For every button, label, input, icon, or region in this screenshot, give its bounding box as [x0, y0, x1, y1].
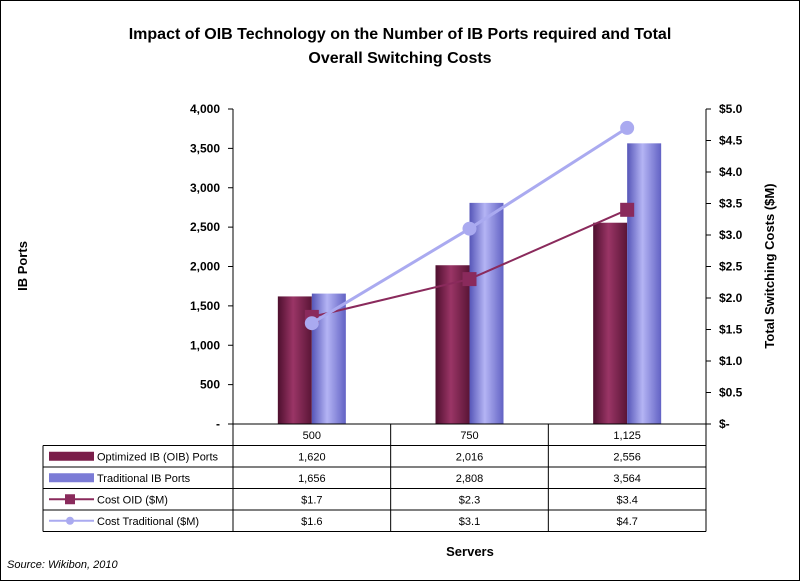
table-cell-cost-traditional-1: $3.1	[459, 516, 480, 528]
table-cell-cost-oid-0: $1.7	[301, 494, 322, 506]
table-cell-cost-oid-2: $3.4	[616, 494, 637, 506]
legend-label-oib: Optimized IB (OIB) Ports	[97, 451, 219, 463]
table-header-0: 500	[303, 430, 321, 442]
point-cost-traditional-1	[462, 221, 477, 236]
table-cell-oib-1: 2,016	[456, 451, 484, 463]
y2-tick-label-5: $2.5	[719, 260, 743, 274]
bar-oib-2	[593, 222, 628, 424]
table-header-1: 750	[460, 430, 478, 442]
table-cell-traditional-1: 2,808	[456, 473, 484, 485]
x-axis-title: Servers	[446, 544, 494, 559]
y-tick-label-1: 500	[200, 378, 220, 392]
bar-oib-1	[435, 265, 470, 424]
y2-tick-label-4: $2.0	[719, 291, 743, 305]
table-cell-oib-0: 1,620	[298, 451, 326, 463]
bar-traditional-1	[469, 202, 504, 424]
chart-title-line-2: Overall Switching Costs	[308, 50, 491, 67]
point-cost-traditional-0	[304, 316, 319, 331]
y-tick-label-3: 1,500	[190, 299, 220, 313]
y-tick-label-5: 2,500	[190, 220, 220, 234]
y2-tick-label-1: $0.5	[719, 386, 743, 400]
legend-marker-cost-oid	[65, 494, 75, 505]
table-header-2: 1,125	[613, 430, 641, 442]
legend-marker-cost-traditional	[66, 516, 74, 525]
table-cell-cost-traditional-2: $4.7	[616, 516, 637, 528]
table-cell-traditional-2: 3,564	[613, 473, 641, 485]
y2-tick-label-2: $1.0	[719, 354, 743, 368]
table-cell-traditional-0: 1,656	[298, 473, 326, 485]
point-cost-oid-2	[620, 202, 635, 217]
legend-swatch-traditional	[49, 473, 94, 483]
source-note: Source: Wikibon, 2010	[7, 559, 118, 571]
y2-tick-label-7: $3.5	[719, 197, 743, 211]
point-cost-oid-1	[462, 272, 477, 287]
y-tick-label-4: 2,000	[190, 260, 220, 274]
legend-label-traditional: Traditional IB Ports	[97, 473, 191, 485]
y-tick-label-8: 4,000	[190, 102, 220, 116]
y-tick-label-7: 3,500	[190, 141, 220, 155]
y2-axis-title: Total Switching Costs ($M)	[762, 183, 777, 348]
y2-tick-label-9: $4.5	[719, 134, 743, 148]
point-cost-traditional-2	[620, 120, 635, 135]
y-axis-title: IB Ports	[15, 241, 30, 291]
bar-traditional-2	[627, 143, 662, 424]
y2-tick-label-3: $1.5	[719, 323, 743, 337]
table-cell-cost-traditional-0: $1.6	[301, 516, 322, 528]
legend-label-cost-traditional: Cost Traditional ($M)	[97, 516, 199, 528]
table-cell-cost-oid-1: $2.3	[459, 494, 480, 506]
y-tick-label-6: 3,000	[190, 181, 220, 195]
y2-tick-label-0: $-	[719, 417, 730, 431]
table-cell-oib-2: 2,556	[613, 451, 641, 463]
legend-swatch-oib	[49, 451, 94, 461]
y-axis-ticks: - 500 1,000 1,500 2,000 2,500 3,000 3,500 4,000	[190, 102, 233, 431]
y-tick-label-0: -	[216, 417, 220, 431]
y2-tick-label-10: $5.0	[719, 102, 743, 116]
data-table: 500 750 1,125 Optimized IB (OIB) Ports 1,620…	[42, 423, 707, 532]
bar-series	[277, 143, 662, 424]
legend-label-cost-oid: Cost OID ($M)	[97, 494, 168, 506]
line-series	[304, 120, 635, 331]
y2-axis-ticks: $- $0.5 $1.0 $1.5 $2.0 $2.5 $3.0 $3.5 $4.0 $4.5 $5…	[706, 102, 743, 431]
y-tick-label-2: 1,000	[190, 338, 220, 352]
chart-title-line-1: Impact of OIB Technology on the Number o…	[129, 26, 672, 43]
y2-tick-label-6: $3.0	[719, 228, 743, 242]
y2-tick-label-8: $4.0	[719, 165, 743, 179]
